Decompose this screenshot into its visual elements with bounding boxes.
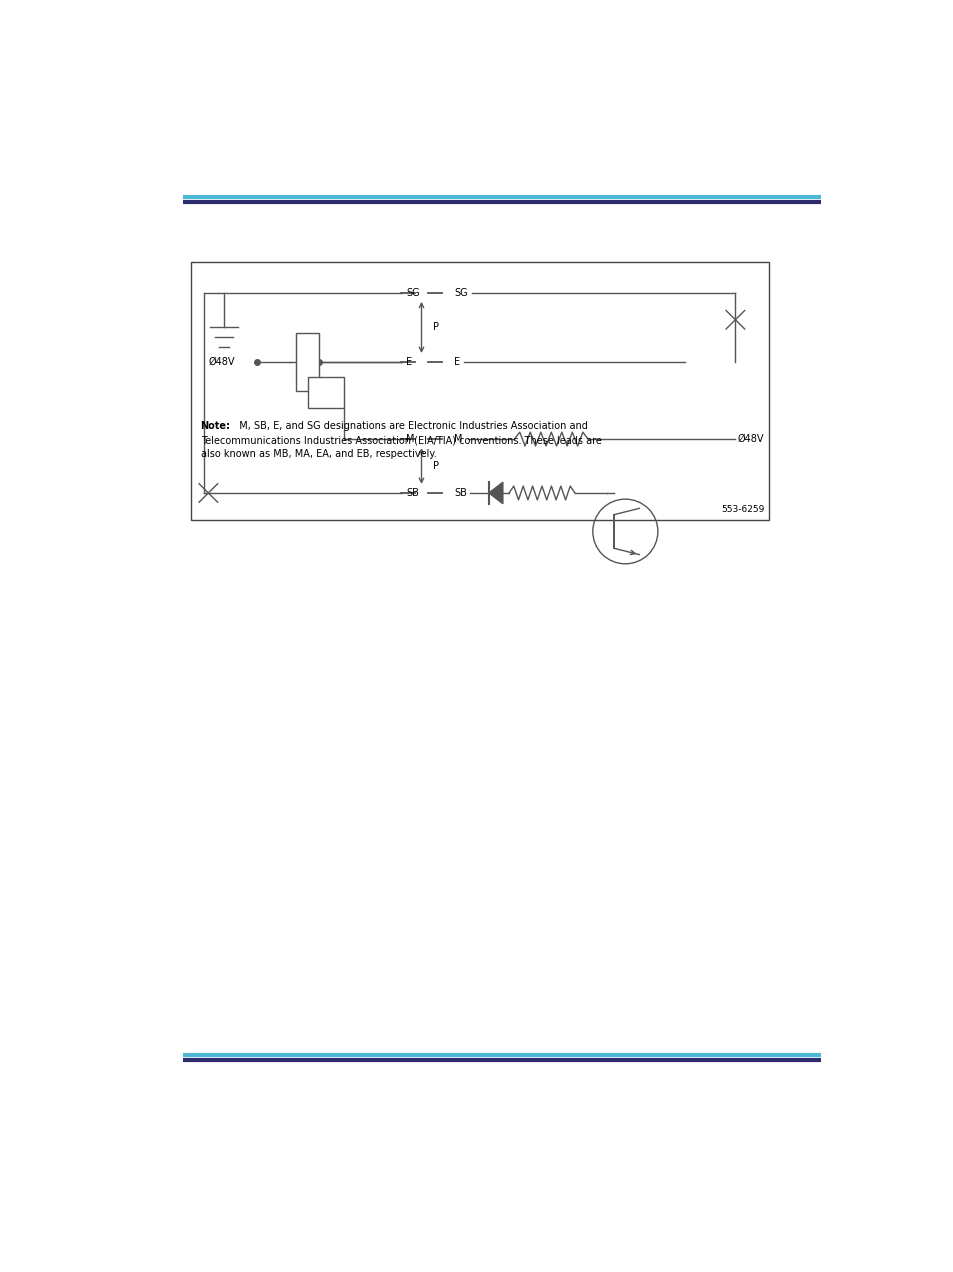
Text: Ø48V: Ø48V [737, 434, 763, 444]
Text: P: P [433, 322, 438, 332]
Text: SB: SB [406, 488, 418, 497]
Text: Telecommunications Industries Association (EIA/TIA) conventions. These leads are: Telecommunications Industries Associatio… [200, 435, 601, 445]
Text: E: E [454, 357, 459, 368]
Text: 553-6259: 553-6259 [720, 505, 764, 514]
Text: SB: SB [454, 488, 466, 497]
Text: M, SB, E, and SG designations are Electronic Industries Association and: M, SB, E, and SG designations are Electr… [233, 421, 587, 431]
Text: P: P [433, 460, 438, 471]
Bar [307, 378, 344, 408]
Polygon shape [488, 482, 502, 504]
Text: M: M [454, 434, 462, 444]
Text: Note:: Note: [200, 421, 231, 431]
Text: also known as MB, MA, EA, and EB, respectively.: also known as MB, MA, EA, and EB, respec… [200, 449, 436, 459]
Text: M: M [406, 434, 414, 444]
Text: E: E [406, 357, 412, 368]
Text: SG: SG [406, 287, 419, 298]
Bar [192, 262, 768, 520]
Text: SG: SG [454, 287, 467, 298]
Bar [295, 333, 319, 392]
Text: Ø48V: Ø48V [208, 357, 234, 368]
